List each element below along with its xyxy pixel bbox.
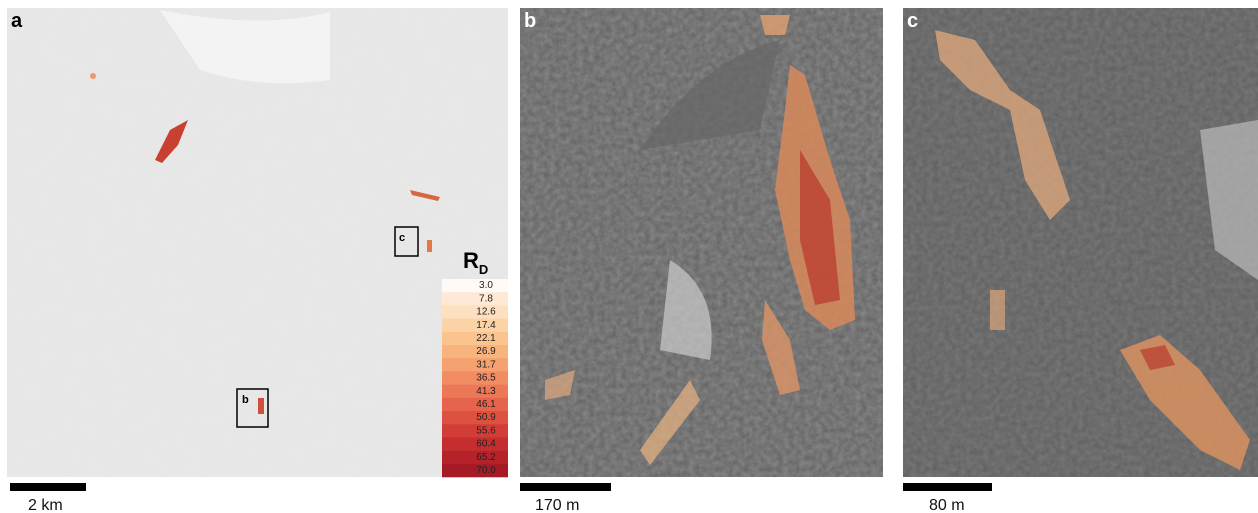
legend-swatch (442, 292, 508, 306)
legend-swatch (442, 319, 508, 333)
legend-swatch (442, 424, 508, 438)
legend-swatch (442, 437, 508, 451)
panel-a: c b a (7, 8, 508, 477)
legend-swatch (442, 279, 508, 293)
panel-label: b (524, 10, 536, 32)
legend-swatch (442, 332, 508, 346)
legend-label: 70.0 (476, 465, 496, 476)
legend-swatch (442, 345, 508, 359)
legend-label: 7.8 (479, 293, 493, 304)
scale-label: 80 m (929, 497, 965, 513)
legend-label: 65.2 (476, 452, 496, 463)
legend-swatch (442, 451, 508, 465)
legend-label: 3.0 (479, 280, 493, 291)
scale-bars: 2 km 170 m 80 m (10, 483, 992, 513)
legend-label: 31.7 (476, 359, 496, 370)
legend-swatch (442, 358, 508, 372)
legend-label: 55.6 (476, 425, 496, 436)
legend-swatch (442, 385, 508, 399)
panel-label: a (11, 10, 23, 32)
legend-title-sub: D (479, 262, 488, 277)
legend-swatch (442, 411, 508, 425)
legend: RD 3.0 7.8 12.6 17.4 22.1 26.9 31.7 36.5 41.3 46.… (442, 248, 508, 477)
legend-label: 41.3 (476, 386, 496, 397)
legend-label: 50.9 (476, 412, 496, 423)
legend-swatch (442, 464, 508, 478)
panel-label: c (907, 10, 918, 32)
panel-b: b (520, 8, 883, 477)
legend-swatch (442, 371, 508, 385)
legend-label: 60.4 (476, 439, 496, 450)
legend-label: 46.1 (476, 399, 496, 410)
panel-c: c (903, 8, 1258, 477)
inset-label: b (242, 394, 249, 406)
legend-label: 22.1 (476, 333, 496, 344)
legend-label: 26.9 (476, 346, 496, 357)
legend-label: 36.5 (476, 373, 496, 384)
figure: c b a b c RD 3.0 7.8 12.6 17.4 22.1 26.9 31.7 3… (0, 0, 1258, 513)
legend-title-main: R (463, 248, 479, 273)
legend-swatch (442, 305, 508, 319)
scale-label: 2 km (28, 497, 63, 513)
legend-label: 17.4 (476, 320, 496, 331)
legend-label: 12.6 (476, 307, 496, 318)
legend-swatch (442, 398, 508, 412)
scale-label: 170 m (535, 497, 579, 513)
inset-label: c (399, 232, 405, 244)
